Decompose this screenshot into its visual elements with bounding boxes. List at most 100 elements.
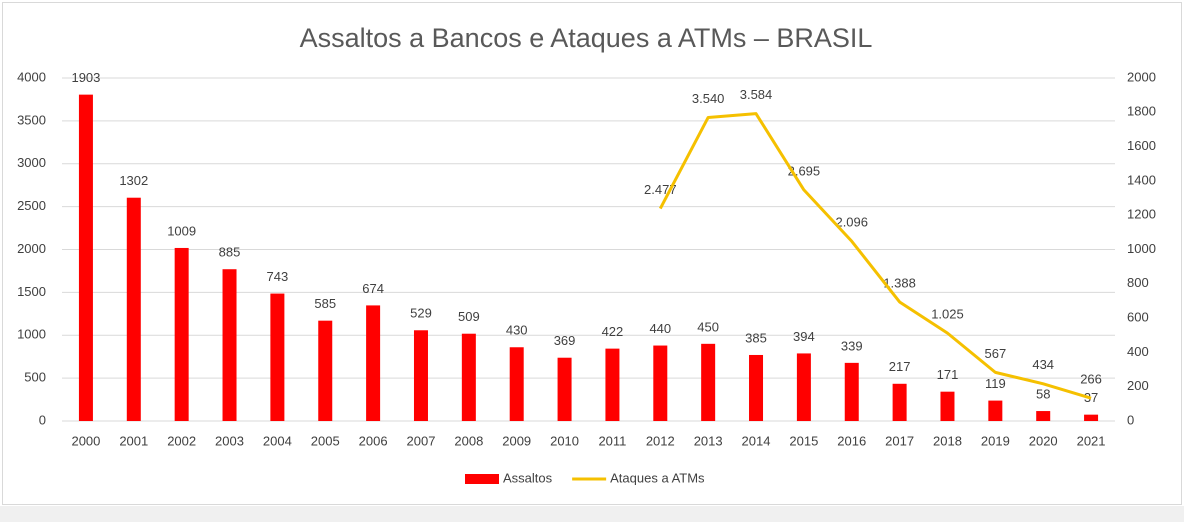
y-tick-label: 2000	[17, 241, 46, 256]
y2-tick-label: 0	[1127, 412, 1134, 427]
data-label: 440	[649, 321, 671, 336]
line-data-label: 3.540	[692, 91, 725, 106]
footer-strip	[0, 506, 1184, 522]
data-label: 450	[697, 319, 719, 334]
y-tick-label: 3500	[17, 112, 46, 127]
x-tick-label: 2001	[119, 433, 148, 448]
bar	[222, 269, 237, 421]
bar	[557, 357, 572, 421]
data-label: 509	[458, 309, 480, 324]
data-label: 885	[219, 245, 241, 260]
line	[658, 112, 1092, 400]
y2-tick-label: 600	[1127, 310, 1149, 325]
bar	[940, 391, 955, 421]
line-data-label: 266	[1080, 372, 1102, 387]
x-tick-label: 2002	[167, 433, 196, 448]
line-data-label: 2.096	[835, 215, 868, 230]
line-data-label: 434	[1032, 357, 1054, 372]
x-tick-label: 2019	[981, 433, 1010, 448]
bar	[366, 305, 381, 421]
x-tick-label: 2013	[694, 433, 723, 448]
chart-title: Assaltos a Bancos e Ataques a ATMs – BRA…	[300, 23, 873, 53]
x-tick-label: 2017	[885, 433, 914, 448]
bar	[988, 400, 1003, 421]
data-label: 1302	[119, 173, 148, 188]
bar	[461, 333, 476, 421]
data-label: 674	[362, 281, 384, 296]
x-tick-label: 2011	[598, 433, 626, 448]
x-tick-label: 2021	[1077, 433, 1106, 448]
y-tick-label: 3000	[17, 155, 46, 170]
bar	[844, 362, 859, 421]
bar	[126, 197, 141, 421]
y-tick-label: 500	[24, 370, 46, 385]
y-tick-label: 4000	[17, 69, 46, 84]
line-data-label: 567	[984, 346, 1006, 361]
data-label: 1009	[167, 223, 196, 238]
legend-label: Assaltos	[503, 470, 553, 485]
data-label: 430	[506, 323, 528, 338]
x-tick-label: 2000	[71, 433, 100, 448]
bar	[892, 383, 907, 421]
y-tick-label: 2500	[17, 198, 46, 213]
x-tick-label: 2020	[1029, 433, 1058, 448]
y2-tick-label: 1800	[1127, 104, 1156, 119]
y2-tick-label: 200	[1127, 378, 1149, 393]
bar	[318, 320, 333, 421]
data-label: 743	[267, 269, 289, 284]
x-tick-label: 2014	[742, 433, 771, 448]
bar	[1036, 411, 1051, 421]
bar	[1084, 414, 1099, 421]
bar	[78, 94, 93, 421]
data-label: 217	[889, 359, 911, 374]
data-label: 369	[554, 333, 576, 348]
line-data-label: 3.584	[740, 87, 773, 102]
data-label: 422	[602, 324, 624, 339]
x-tick-label: 2015	[789, 433, 818, 448]
x-tick-label: 2008	[454, 433, 483, 448]
legend-swatch	[465, 474, 499, 484]
bar	[653, 345, 668, 421]
bar	[270, 293, 285, 421]
data-label: 339	[841, 338, 863, 353]
y2-tick-label: 1000	[1127, 241, 1156, 256]
bar	[413, 330, 428, 421]
x-tick-label: 2009	[502, 433, 531, 448]
x-tick-label: 2005	[311, 433, 340, 448]
bar	[605, 348, 620, 421]
y-tick-label: 1000	[17, 327, 46, 342]
bar	[749, 354, 764, 421]
x-tick-label: 2012	[646, 433, 675, 448]
y2-tick-label: 800	[1127, 275, 1149, 290]
data-label: 385	[745, 330, 767, 345]
bar	[796, 353, 811, 421]
data-label: 171	[937, 367, 959, 382]
bar	[509, 347, 524, 421]
x-tick-label: 2007	[407, 433, 436, 448]
chart-border	[2, 2, 1182, 505]
bar	[701, 343, 716, 421]
x-tick-label: 2016	[837, 433, 866, 448]
data-label: 119	[985, 376, 1006, 391]
data-label: 529	[410, 306, 432, 321]
legend-label: Ataques a ATMs	[610, 470, 705, 485]
y2-tick-label: 2000	[1127, 69, 1156, 84]
data-label: 58	[1036, 386, 1050, 401]
x-tick-label: 2018	[933, 433, 962, 448]
x-tick-label: 2003	[215, 433, 244, 448]
data-label: 1903	[71, 70, 100, 85]
y2-tick-label: 1200	[1127, 207, 1156, 222]
y2-tick-label: 1600	[1127, 138, 1156, 153]
bar	[174, 247, 189, 421]
data-label: 394	[793, 329, 815, 344]
x-tick-label: 2010	[550, 433, 579, 448]
y2-tick-label: 400	[1127, 344, 1149, 359]
y2-tick-label: 1400	[1127, 172, 1156, 187]
y-tick-label: 0	[39, 412, 46, 427]
x-tick-label: 2006	[359, 433, 388, 448]
x-tick-label: 2004	[263, 433, 292, 448]
line-data-label: 1.025	[931, 307, 964, 322]
data-label: 585	[314, 296, 336, 311]
